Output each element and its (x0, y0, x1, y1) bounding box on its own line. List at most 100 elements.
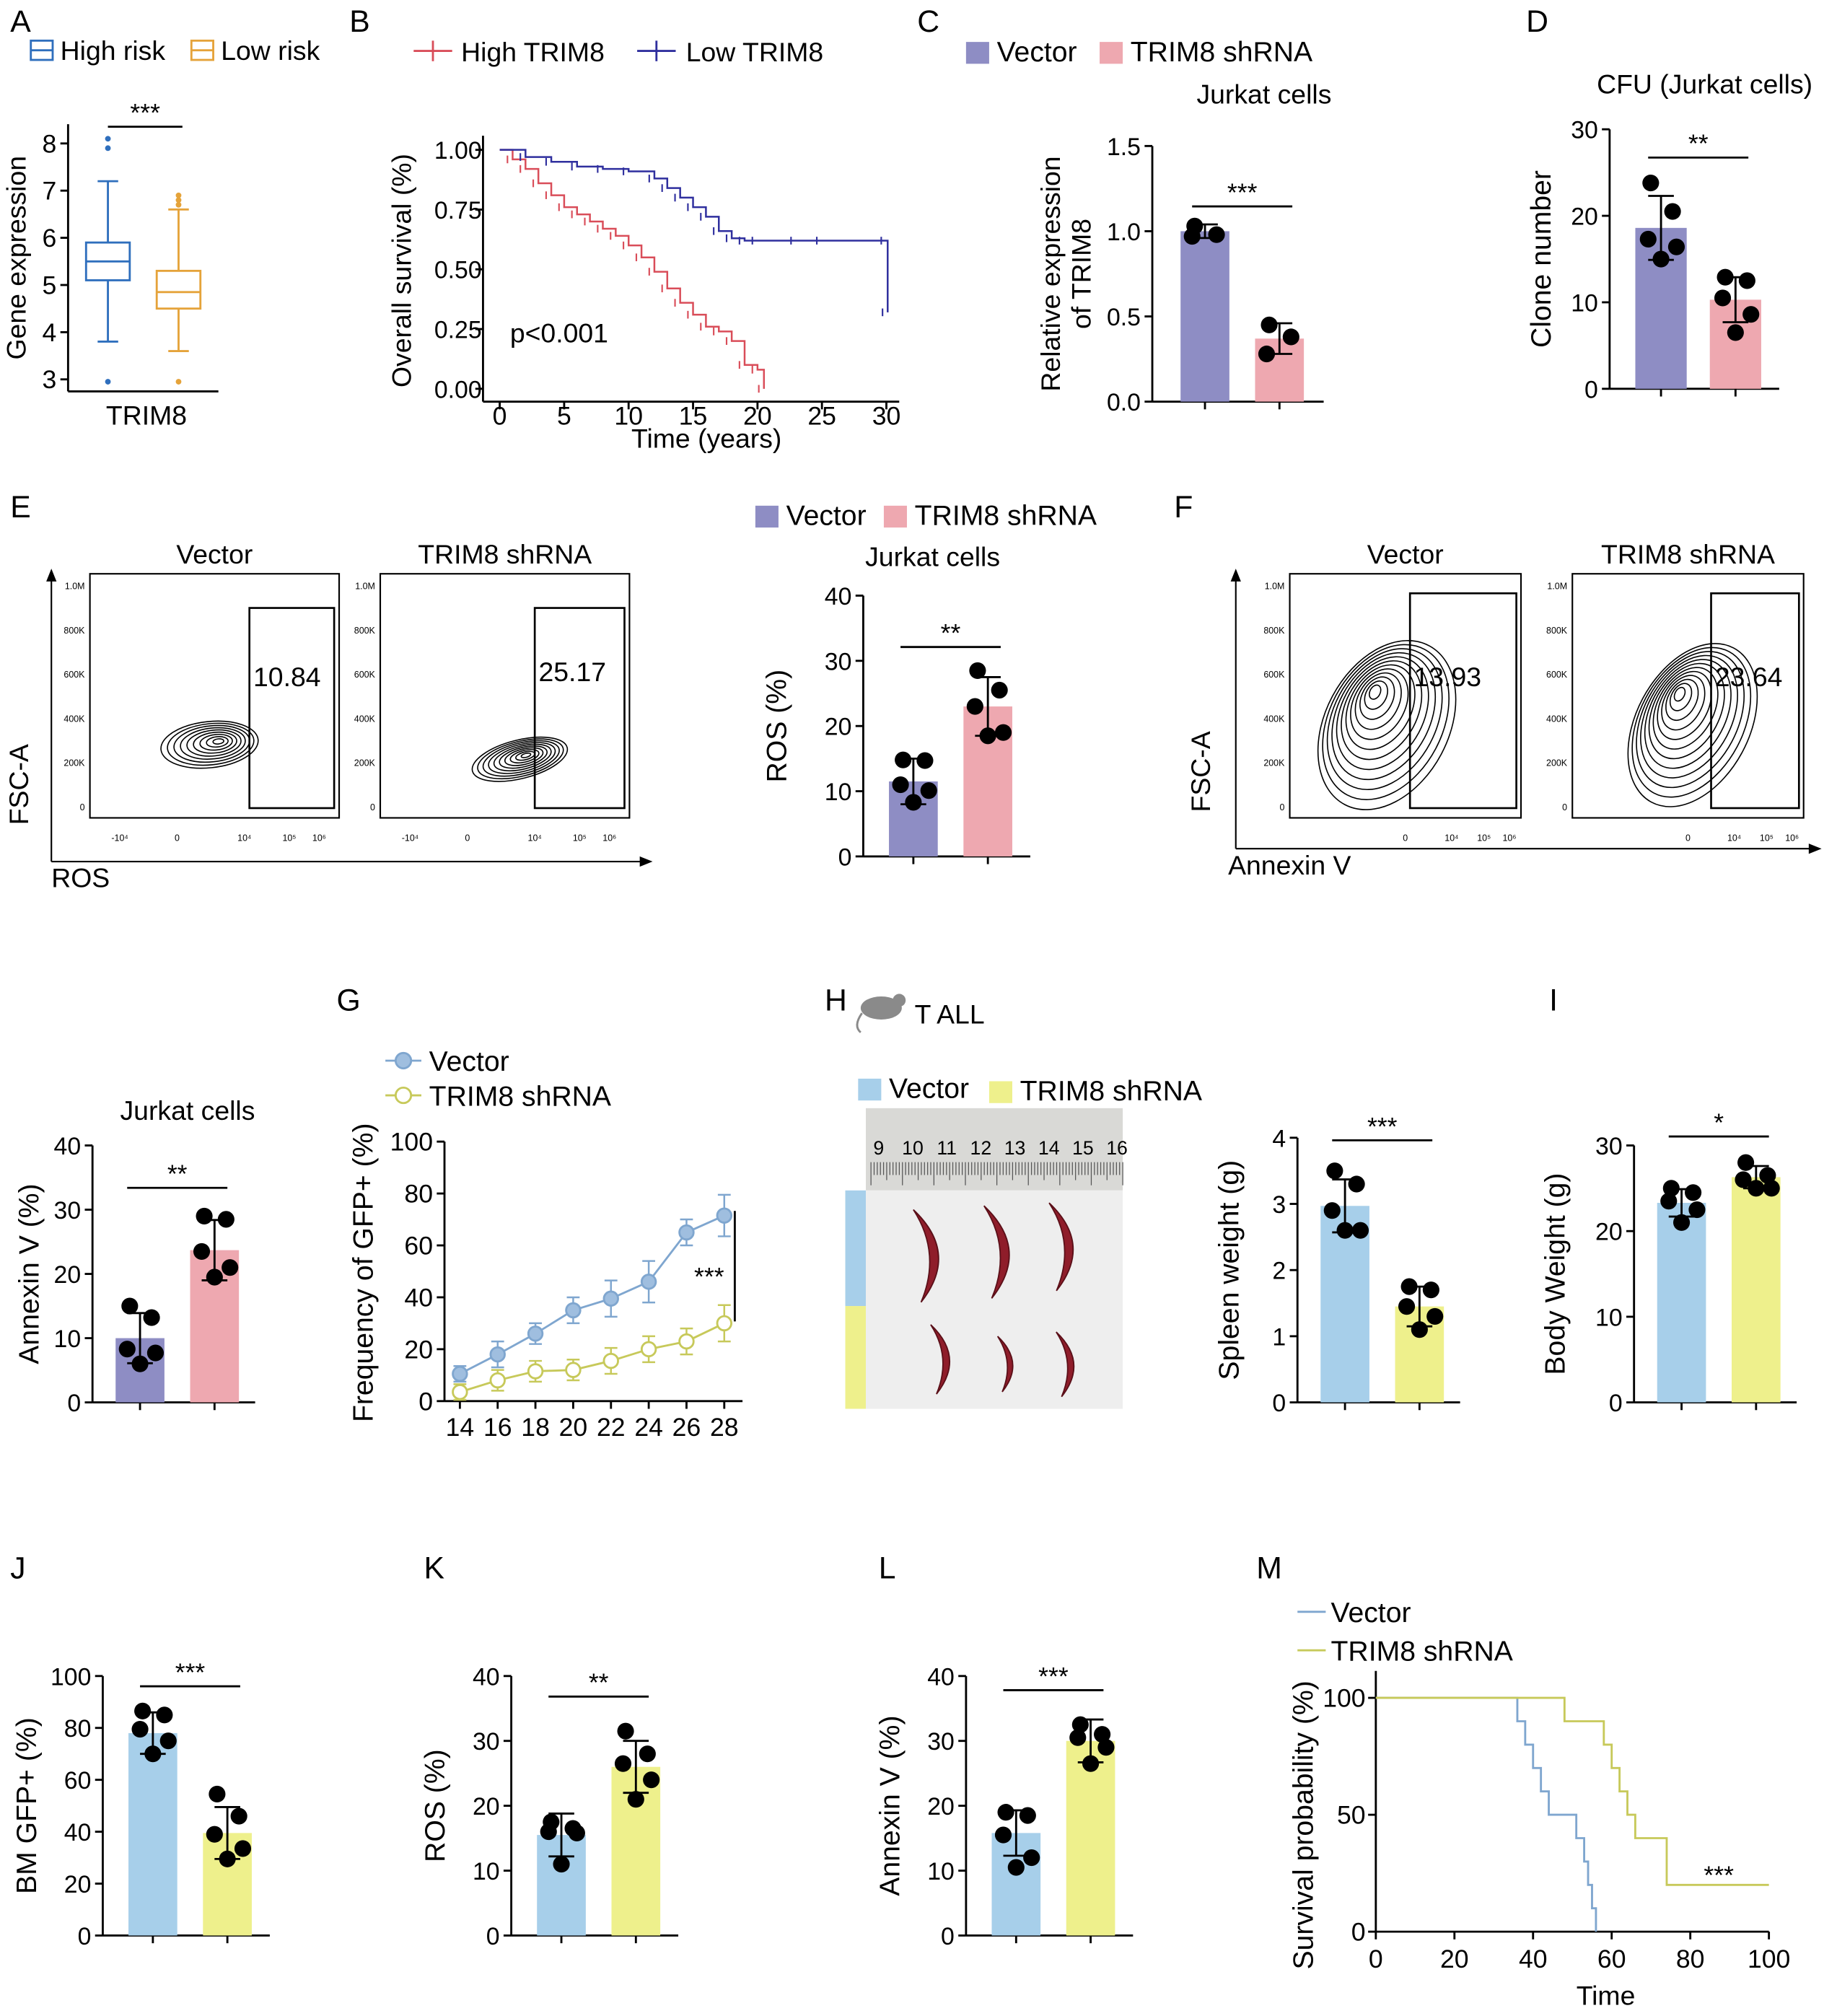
contour-line (515, 750, 536, 761)
x-tick-label: 24 (634, 1413, 663, 1442)
data-point (131, 1355, 149, 1372)
significance-label: *** (694, 1263, 724, 1292)
y-tick-label: 30 (1595, 1133, 1623, 1160)
contour-line (1322, 644, 1450, 800)
y-tick-label: 40 (404, 1283, 433, 1312)
y-tick-label: 3 (43, 365, 57, 394)
data-point (156, 1706, 173, 1724)
y-tick-label: 10 (54, 1325, 82, 1353)
flow-y-tick-label: 0 (1279, 802, 1284, 812)
data-point (1763, 1180, 1780, 1197)
contour-line (212, 738, 224, 745)
flow-y-tick-label: 600K (63, 670, 85, 680)
gate-percentage: 10.84 (253, 662, 321, 692)
y-tick-label: 8 (43, 129, 57, 158)
legend-swatch (965, 42, 989, 64)
data-point (1422, 1281, 1439, 1299)
legend-swatch (1100, 42, 1123, 64)
data-point (1019, 1807, 1036, 1824)
x-tick-label: 0 (493, 402, 507, 431)
flow-plot-title: Vector (1367, 539, 1444, 569)
x-tick-label: 20 (559, 1413, 588, 1442)
x-tick-label: 30 (872, 402, 901, 431)
spleen (996, 1336, 1014, 1393)
y-tick-label: 20 (64, 1871, 92, 1898)
data-point (627, 1791, 644, 1808)
data-point (1326, 1162, 1343, 1180)
data-point (146, 1344, 165, 1362)
data-point (994, 724, 1012, 741)
data-point (193, 1243, 211, 1260)
contour-line (160, 720, 259, 769)
y-tick-label: 0 (1609, 1390, 1623, 1417)
panel-label-f: F (1174, 490, 1193, 525)
data-point (905, 794, 922, 811)
flow-x-tick-label: 10⁵ (1477, 833, 1491, 843)
data-point (1398, 1298, 1416, 1315)
arrow-head (639, 856, 653, 867)
survival-line (1375, 1696, 1769, 1886)
flow-y-tick-label: 800K (1263, 626, 1285, 636)
flow-x-tick-label: 10⁵ (1760, 833, 1774, 843)
panel-k-bar-chart: 0 10 20 30 40 ** ROS (%) (420, 1663, 679, 1950)
data-point (1183, 227, 1201, 245)
flow-x-tick-label: 10⁴ (237, 833, 251, 843)
data-point (489, 1372, 506, 1389)
gate-box (248, 607, 336, 810)
y-tick-label: 50 (1337, 1801, 1366, 1830)
flow-plot-frame (1289, 573, 1522, 819)
y-tick-label: 20 (54, 1261, 82, 1289)
legend-label: Vector (1331, 1598, 1411, 1629)
y-tick-label: 10 (825, 779, 852, 806)
data-point (134, 1702, 152, 1719)
contour-line (1345, 664, 1416, 750)
y-tick-label: 1.00 (434, 137, 482, 165)
y-tick-label: 100 (51, 1663, 91, 1691)
flow-plot-title: TRIM8 shRNA (418, 539, 592, 569)
legend-label: High risk (61, 35, 166, 66)
y-tick-label: 0 (486, 1923, 500, 1950)
y-tick-label: 0.00 (434, 376, 482, 403)
data-point (716, 1207, 733, 1224)
x-tick-label: 100 (1748, 1945, 1790, 1973)
flow-x-tick-label: 10⁶ (602, 833, 616, 843)
significance-label: ** (167, 1160, 188, 1188)
y-tick-label: 5 (43, 271, 57, 299)
x-axis-label: Time (years) (631, 424, 781, 454)
flow-x-tick-label: 10⁵ (282, 833, 296, 843)
y-tick-label: 0.5 (1107, 304, 1141, 331)
y-tick-label: 40 (64, 1819, 92, 1846)
x-tick-label: 22 (597, 1413, 626, 1442)
y-tick-label: 10 (473, 1858, 500, 1885)
data-point (1667, 238, 1685, 255)
data-point (206, 1826, 223, 1843)
flow-x-tick-label: 10⁶ (1503, 833, 1517, 843)
panel-label-d: D (1526, 4, 1548, 39)
flow-x-tick-label: 10⁴ (1727, 833, 1741, 843)
data-point (640, 1274, 657, 1290)
y-tick-label: 1.0 (1107, 219, 1141, 246)
panel-f-flow-plots: FSC-A Annexin V Vector 1.0M 800K 600K 400K 200K… (1185, 539, 1822, 880)
contour-line (471, 736, 569, 782)
contour-line (167, 722, 255, 766)
y-tick-label: 100 (1323, 1684, 1365, 1713)
y-tick-label: 60 (64, 1767, 92, 1794)
contour-line (186, 729, 242, 757)
y-tick-label: 6 (43, 224, 57, 253)
data-point (1282, 328, 1299, 346)
y-tick-label: 10 (1571, 289, 1598, 317)
legend-label: Low risk (221, 35, 320, 66)
data-point (614, 1755, 632, 1772)
gate-box (533, 607, 626, 810)
y-axis-label: Relative expression (1035, 156, 1066, 391)
survival-line (499, 149, 889, 312)
data-point (1208, 226, 1225, 243)
y-tick-label: 80 (404, 1180, 433, 1209)
y-tick-label: 100 (390, 1128, 433, 1157)
y-tick-label: 0 (1272, 1390, 1286, 1417)
x-tick-label: 5 (557, 402, 571, 431)
panel-j-bar-chart: 0 20 40 60 80 100 *** BM GFP+ (%) (12, 1658, 270, 1950)
contour-line (1644, 659, 1732, 769)
data-point (716, 1315, 733, 1332)
